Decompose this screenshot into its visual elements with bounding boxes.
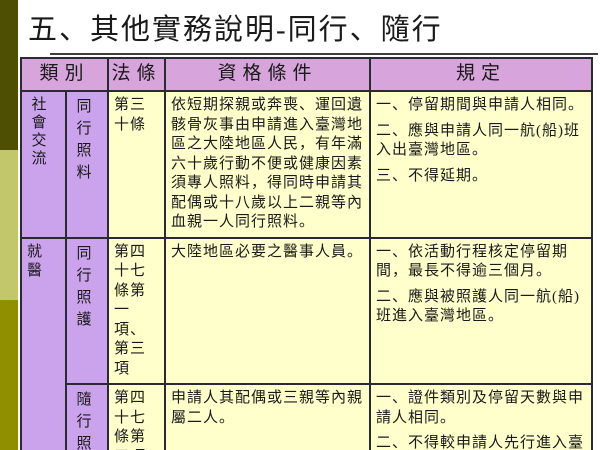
cell-regulations: 一、停留期間與申請人相同。二、應與申請人同一航(船)班入出臺灣地區。三、不得延期… (369, 90, 594, 239)
cell-regulations: 一、證件類別及停留天數與申請人相同。二、不得較申請人先行進入臺灣地區或較申請人延… (369, 383, 594, 450)
left-accent-bar (0, 0, 18, 450)
cell-subcategory-accompany-care: 同行照料 (64, 90, 110, 239)
regulation-item: 三、不得延期。 (376, 167, 489, 184)
accent-bar-top-segment (0, 0, 18, 150)
category-label: 就醫 (27, 243, 46, 280)
col-header-law: 法條 (107, 57, 167, 92)
cell-law-article-30: 第三十條 (107, 90, 167, 239)
page-title: 五、其他實務說明-同行、隨行 (28, 14, 443, 46)
cell-category-medical: 就醫 (20, 236, 67, 450)
regulations-table: 類別 法條 資格條件 規定 社會交流 同行照料 第三十條 依短期探親或奔喪、運回… (19, 57, 594, 450)
accent-bar-bottom-segment (0, 300, 18, 450)
cell-regulations: 一、依活動行程核定停留期間，最長不得逾三個月。 二、應與被照護人同一航(船)班進入… (369, 236, 594, 385)
cell-subcategory-follow-care: 隨行照料 (64, 383, 110, 450)
cell-subcategory-accompany-nursing: 同行照護 (64, 236, 110, 385)
cell-qualification: 申請人其配偶或三親等內親屬二人。 (164, 383, 372, 450)
col-header-category: 類別 (19, 57, 110, 92)
title-underline (50, 53, 598, 55)
regulation-item: 一、依活動行程核定停留期間，最長不得逾三個月。 (376, 243, 569, 280)
subcategory-label: 同行照料 (74, 98, 91, 186)
cell-law-article-47-3: 第四十七條第三項 (107, 383, 167, 450)
cell-category-social-exchange: 社會交流 (20, 90, 67, 239)
cell-law-article-47-1-3: 第四十七條第一項、第三項 (107, 236, 167, 385)
accent-bar-middle-segment (0, 150, 18, 300)
regulation-item: 二、應與申請人同一航(船)班入出臺灣地區。 (376, 122, 581, 159)
cell-qualification: 大陸地區必要之醫事人員。 (164, 236, 372, 385)
col-header-regulation: 規定 (369, 57, 594, 92)
regulation-item: 二、應與被照護人同一航(船)班進入臺灣地區。 (376, 288, 581, 325)
table-row-medical-follow: 隨行照料 第四十七條第三項 申請人其配偶或三親等內親屬二人。 一、證件類別及停留… (21, 383, 594, 450)
table-row-medical-accompany: 就醫 同行照護 第四十七條第一項、第三項 大陸地區必要之醫事人員。 一、依活動行… (20, 236, 594, 450)
col-header-qualification: 資格條件 (164, 57, 372, 92)
cell-qualification: 依短期探親或奔喪、運回遺骸骨灰事由申請進入臺灣地區之大陸地區人民，有年滿六十歲行… (164, 90, 372, 239)
subcategory-label: 隨行照料 (74, 391, 91, 450)
regulation-item: 二、不得較申請人先行進入臺灣地區或較申請人延後出境。 (376, 435, 585, 450)
category-label: 社會交流 (29, 96, 46, 168)
subcategory-label: 同行照護 (74, 244, 91, 333)
regulation-item: 一、停留期間與申請人相同。 (376, 97, 585, 113)
regulation-item: 一、證件類別及停留天數與申請人相同。 (376, 390, 585, 426)
table-header-row: 類別 法條 資格條件 規定 (19, 57, 594, 92)
table-row-social-exchange: 社會交流 同行照料 第三十條 依短期探親或奔喪、運回遺骸骨灰事由申請進入臺灣地區… (20, 90, 594, 239)
